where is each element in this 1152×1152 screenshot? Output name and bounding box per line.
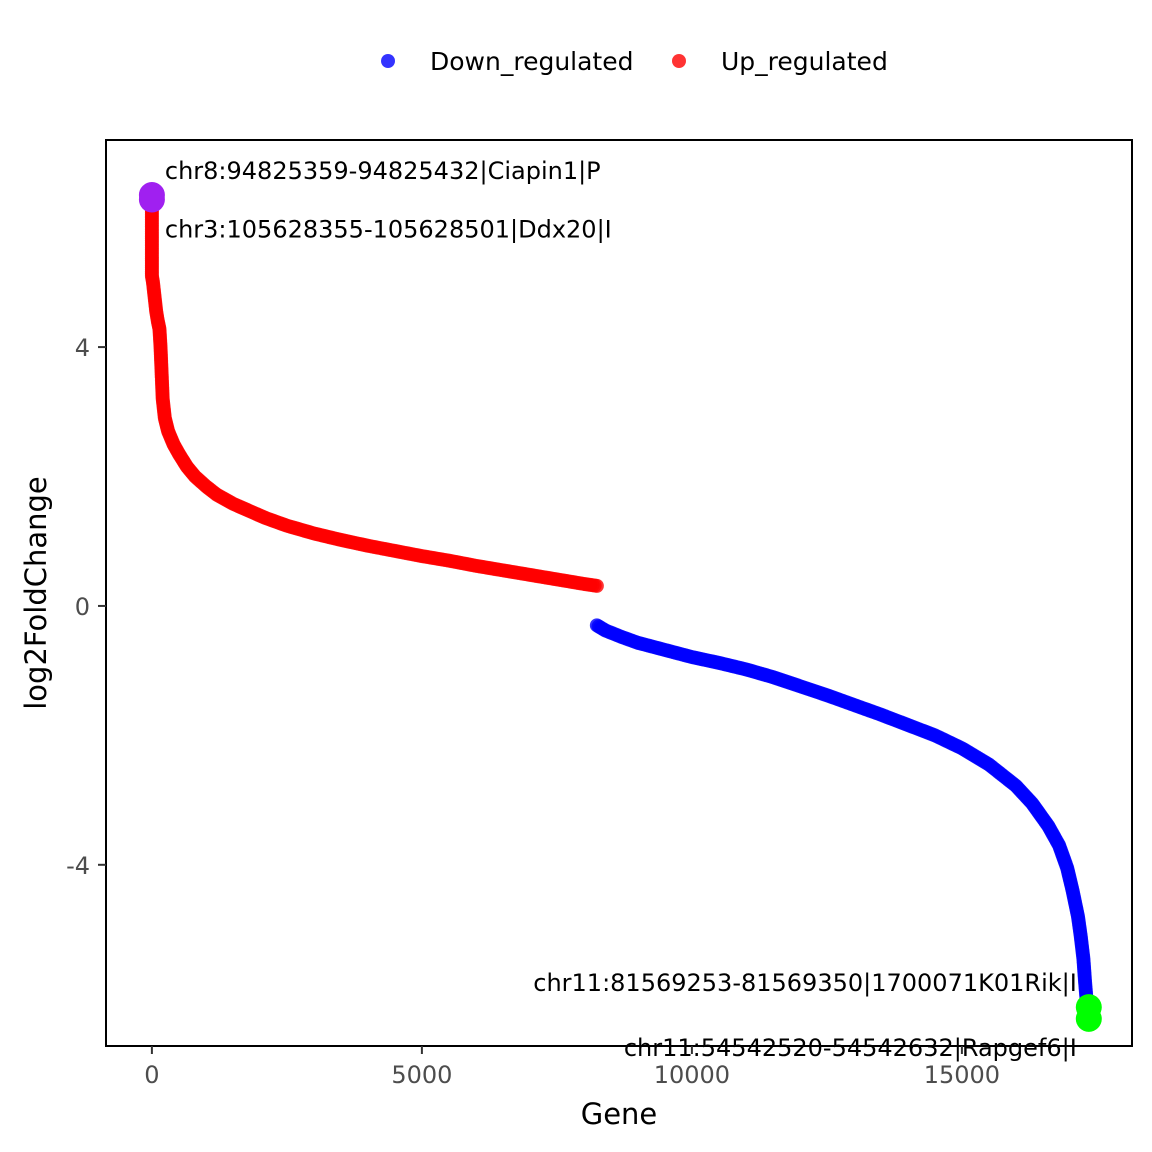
legend-key [672, 54, 686, 68]
highlighted-point [138, 186, 165, 213]
point-annotation: chr8:94825359-94825432|Ciapin1|P [165, 157, 601, 185]
y-tick-label: -4 [66, 852, 90, 880]
legend-label: Down_regulated [430, 47, 633, 76]
x-axis: 0 5000 10000 15000 [144, 1046, 1000, 1089]
x-tick-label: 15000 [924, 1061, 1000, 1089]
y-tick-label: 0 [75, 593, 90, 621]
x-tick-label: 10000 [654, 1061, 730, 1089]
series-layer [144, 188, 1096, 1031]
legend-key [381, 54, 395, 68]
y-tick-label: 4 [75, 334, 90, 362]
x-tick-label: 5000 [391, 1061, 452, 1089]
point-annotation: chr3:105628355-105628501|Ddx20|I [165, 216, 612, 244]
series-down-regulated [589, 618, 1096, 1031]
y-axis-title: log2FoldChange [19, 476, 53, 710]
plot-panel [105, 139, 1133, 1047]
highlight-layer: chr8:94825359-94825432|Ciapin1|P chr3:105… [138, 157, 1102, 1062]
point-annotation: chr11:54542520-54542632|Rapgef6|I [624, 1034, 1077, 1062]
x-tick-label: 0 [144, 1061, 159, 1089]
point-annotation: chr11:81569253-81569350|1700071K01Rik|I [533, 969, 1077, 997]
legend: Down_regulated Up_regulated [381, 47, 888, 76]
y-axis: -4 0 4 [66, 334, 106, 880]
highlighted-point [1075, 1005, 1102, 1032]
legend-label: Up_regulated [721, 47, 888, 76]
x-axis-title: Gene [581, 1097, 658, 1131]
data-point [589, 578, 604, 593]
series-up-regulated [144, 188, 604, 593]
